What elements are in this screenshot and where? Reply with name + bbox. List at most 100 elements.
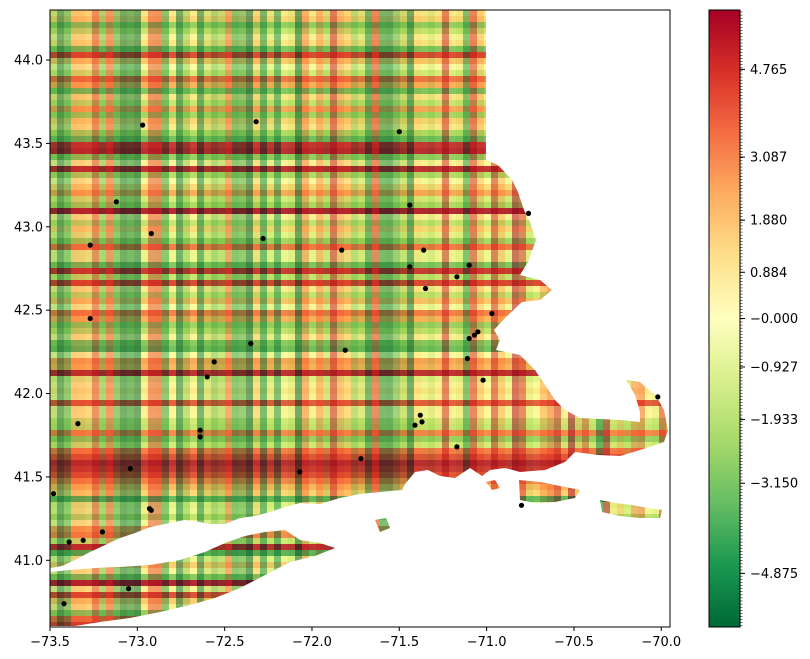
heat-band bbox=[624, 10, 631, 626]
heat-band bbox=[274, 10, 281, 626]
heat-band bbox=[218, 10, 225, 626]
heat-band bbox=[435, 10, 442, 626]
station-point bbox=[297, 469, 303, 475]
station-point bbox=[50, 491, 57, 497]
heat-band bbox=[141, 10, 148, 626]
station-point bbox=[525, 210, 532, 216]
heat-band bbox=[162, 10, 169, 626]
heat-band bbox=[498, 10, 505, 626]
station-point bbox=[454, 444, 460, 450]
heat-band bbox=[253, 10, 260, 626]
station-point bbox=[61, 601, 67, 607]
y-axis: 41.0 41.5 42.0 42.5 43.0 43.5 44.0 bbox=[14, 54, 50, 569]
x-tick-label: −70.0 bbox=[641, 635, 681, 650]
station-point bbox=[655, 394, 661, 400]
colorbar-tick-label: −1.933 bbox=[750, 413, 798, 428]
station-point bbox=[99, 529, 105, 535]
x-tick-label: −70.5 bbox=[554, 635, 594, 650]
heat-band bbox=[470, 10, 477, 626]
heat-band bbox=[232, 10, 239, 626]
heat-band bbox=[505, 10, 512, 626]
heat-band bbox=[64, 10, 71, 626]
heat-band bbox=[652, 10, 659, 626]
heat-band bbox=[190, 10, 197, 626]
heat-band bbox=[519, 10, 526, 626]
station-point bbox=[75, 421, 81, 427]
heat-band bbox=[50, 544, 668, 550]
x-tick-label: −72.0 bbox=[292, 635, 332, 650]
heat-band bbox=[561, 10, 568, 626]
station-point bbox=[197, 427, 203, 433]
heat-band bbox=[148, 10, 155, 626]
heat-band bbox=[421, 10, 428, 626]
heat-band bbox=[449, 10, 456, 626]
heat-band bbox=[288, 10, 295, 626]
colorbar-tick-label: −4.875 bbox=[750, 567, 798, 582]
heat-band bbox=[533, 10, 540, 626]
x-axis: −73.5 −73.0 −72.5 −72.0 −71.5 −71.0 −70.5 −70.0 bbox=[30, 627, 681, 650]
heat-band bbox=[50, 556, 668, 562]
station-point bbox=[113, 199, 119, 205]
station-point bbox=[140, 122, 146, 128]
heat-band bbox=[106, 10, 113, 626]
heat-band bbox=[260, 10, 267, 626]
heat-band bbox=[330, 10, 337, 626]
station-point bbox=[66, 539, 72, 545]
station-point bbox=[80, 537, 86, 543]
heat-band bbox=[645, 10, 652, 626]
colorbar-tick-label: 1.880 bbox=[750, 214, 787, 229]
y-tick-label: 43.0 bbox=[14, 220, 43, 235]
colorbar-tick-label: −0.000 bbox=[750, 312, 798, 327]
station-point bbox=[148, 230, 154, 237]
station-point bbox=[211, 359, 217, 365]
heat-band bbox=[281, 10, 288, 626]
station-point bbox=[466, 262, 472, 268]
heat-band bbox=[617, 10, 624, 626]
heat-band bbox=[372, 10, 379, 626]
heat-band bbox=[92, 10, 99, 626]
y-tick-label: 44.0 bbox=[14, 54, 43, 69]
heat-band bbox=[204, 10, 211, 626]
heat-band bbox=[407, 10, 414, 626]
heat-band bbox=[554, 10, 561, 626]
station-point bbox=[126, 586, 132, 592]
heat-band bbox=[365, 10, 372, 626]
heat-band bbox=[239, 10, 246, 626]
station-point bbox=[419, 419, 425, 425]
heat-band bbox=[351, 10, 358, 626]
heat-band bbox=[134, 10, 141, 626]
colorbar-tick-label: −0.927 bbox=[750, 360, 798, 375]
heat-band bbox=[526, 10, 533, 626]
station-point bbox=[358, 456, 364, 462]
colorbar-tick-label: −3.150 bbox=[750, 477, 798, 492]
heat-band bbox=[442, 10, 449, 626]
heat-band bbox=[463, 10, 470, 626]
heat-band bbox=[302, 10, 309, 626]
heat-band bbox=[78, 10, 85, 626]
heat-band bbox=[120, 10, 127, 626]
station-point bbox=[454, 274, 460, 280]
station-point bbox=[407, 264, 413, 270]
station-point bbox=[396, 129, 402, 135]
heat-band bbox=[603, 10, 610, 626]
heat-band bbox=[50, 532, 668, 538]
heat-band bbox=[582, 10, 589, 626]
heat-band bbox=[337, 10, 344, 626]
y-tick-label: 41.0 bbox=[14, 554, 43, 569]
heat-band bbox=[309, 10, 316, 626]
station-point bbox=[466, 335, 472, 342]
station-point bbox=[260, 235, 266, 242]
colorbar-tick-label: 3.087 bbox=[750, 151, 787, 166]
y-tick-label: 42.5 bbox=[14, 304, 43, 319]
heat-band bbox=[610, 10, 617, 626]
heat-band bbox=[456, 10, 463, 626]
station-point bbox=[248, 340, 254, 347]
heat-band bbox=[358, 10, 365, 626]
heat-band bbox=[484, 10, 491, 626]
heat-band bbox=[50, 550, 668, 556]
y-tick-label: 43.5 bbox=[14, 137, 43, 152]
heat-band bbox=[295, 10, 302, 626]
x-tick-label: −71.0 bbox=[467, 635, 507, 650]
station-point bbox=[464, 355, 470, 362]
